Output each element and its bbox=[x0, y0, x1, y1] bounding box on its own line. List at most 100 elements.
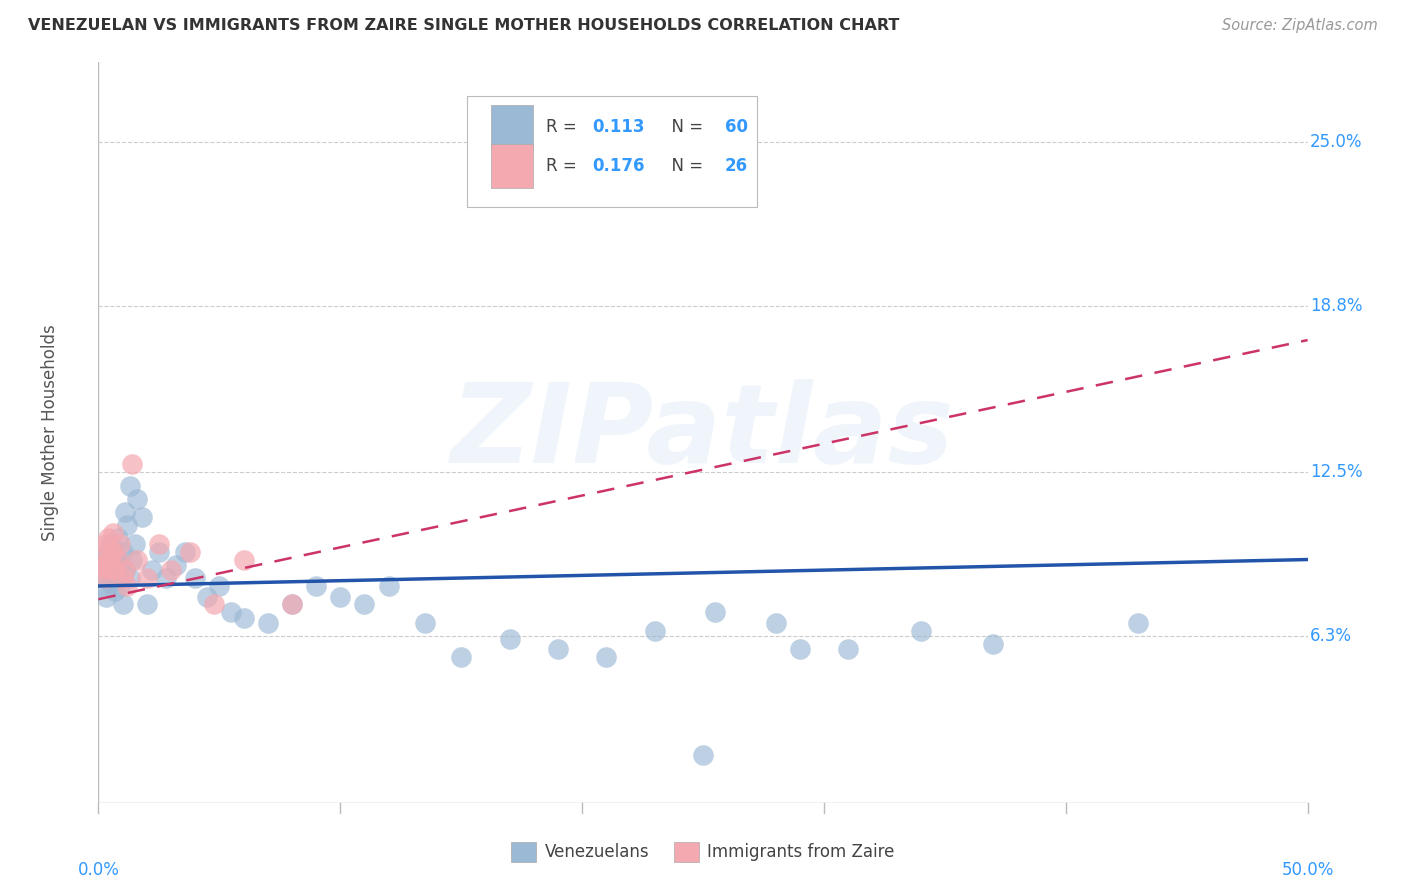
Point bbox=[184, 571, 207, 585]
Text: 0.0%: 0.0% bbox=[77, 861, 120, 879]
Point bbox=[704, 606, 727, 620]
Point bbox=[94, 549, 117, 564]
Point bbox=[118, 571, 141, 585]
Point bbox=[101, 552, 124, 566]
Point bbox=[97, 544, 120, 558]
Point bbox=[94, 571, 117, 585]
Point bbox=[104, 563, 127, 577]
Point bbox=[547, 642, 569, 657]
Point bbox=[281, 598, 304, 612]
Point bbox=[107, 566, 129, 580]
Point bbox=[91, 571, 114, 585]
Text: Single Mother Households: Single Mother Households bbox=[41, 325, 59, 541]
Point bbox=[232, 610, 254, 624]
Point bbox=[174, 544, 197, 558]
Point bbox=[94, 590, 117, 604]
Point bbox=[97, 532, 120, 546]
Point bbox=[148, 544, 170, 558]
Point bbox=[101, 526, 124, 541]
Point bbox=[281, 598, 304, 612]
Point bbox=[94, 536, 117, 550]
Text: 50.0%: 50.0% bbox=[1281, 861, 1334, 879]
Point bbox=[100, 563, 122, 577]
Point bbox=[981, 637, 1004, 651]
Point bbox=[155, 571, 177, 585]
Point bbox=[165, 558, 187, 572]
Point bbox=[90, 558, 112, 572]
Point bbox=[101, 568, 124, 582]
Point bbox=[100, 536, 122, 550]
Point bbox=[208, 579, 231, 593]
Point bbox=[104, 584, 127, 599]
Text: 6.3%: 6.3% bbox=[1310, 627, 1353, 645]
Point bbox=[131, 510, 153, 524]
Point bbox=[100, 544, 122, 558]
Text: 25.0%: 25.0% bbox=[1310, 133, 1362, 151]
Point bbox=[91, 558, 114, 572]
Text: N =: N = bbox=[661, 157, 709, 175]
Point bbox=[160, 563, 183, 577]
Point bbox=[124, 536, 146, 550]
Point bbox=[111, 571, 134, 585]
Text: Source: ZipAtlas.com: Source: ZipAtlas.com bbox=[1222, 18, 1378, 33]
Point bbox=[107, 532, 129, 546]
Point bbox=[256, 615, 278, 630]
Point bbox=[595, 650, 617, 665]
Point bbox=[837, 642, 859, 657]
Point bbox=[90, 579, 112, 593]
Text: 0.176: 0.176 bbox=[592, 157, 644, 175]
Point bbox=[498, 632, 520, 646]
Point bbox=[91, 544, 114, 558]
FancyBboxPatch shape bbox=[467, 95, 758, 207]
Text: N =: N = bbox=[661, 118, 709, 136]
Text: ZIPatlas: ZIPatlas bbox=[451, 379, 955, 486]
Point bbox=[221, 606, 243, 620]
Point bbox=[117, 579, 139, 593]
Point bbox=[111, 598, 134, 612]
Text: 26: 26 bbox=[724, 157, 748, 175]
Point bbox=[108, 558, 131, 572]
Legend: Venezuelans, Immigrants from Zaire: Venezuelans, Immigrants from Zaire bbox=[505, 835, 901, 869]
Point bbox=[121, 552, 143, 566]
Point bbox=[91, 563, 114, 577]
Point bbox=[450, 650, 472, 665]
Text: 12.5%: 12.5% bbox=[1310, 463, 1362, 482]
Point bbox=[135, 571, 157, 585]
Point bbox=[377, 579, 399, 593]
FancyBboxPatch shape bbox=[492, 145, 533, 188]
Point bbox=[108, 579, 131, 593]
Text: 60: 60 bbox=[724, 118, 748, 136]
Text: R =: R = bbox=[546, 157, 582, 175]
Point bbox=[232, 552, 254, 566]
Point bbox=[148, 536, 170, 550]
Point bbox=[104, 544, 127, 558]
Point bbox=[204, 598, 226, 612]
Point bbox=[413, 615, 436, 630]
Point bbox=[329, 590, 352, 604]
Point bbox=[789, 642, 811, 657]
Point bbox=[97, 563, 120, 577]
Point bbox=[765, 615, 787, 630]
Point bbox=[114, 563, 136, 577]
Point bbox=[114, 563, 136, 577]
Point bbox=[910, 624, 932, 638]
Point bbox=[118, 478, 141, 492]
Point bbox=[523, 187, 546, 202]
Point bbox=[127, 491, 149, 506]
Point bbox=[107, 552, 129, 566]
Point bbox=[121, 458, 143, 472]
Point bbox=[644, 624, 666, 638]
Point bbox=[100, 576, 122, 591]
Point bbox=[179, 544, 201, 558]
Point bbox=[141, 563, 163, 577]
Text: R =: R = bbox=[546, 118, 582, 136]
Point bbox=[117, 518, 139, 533]
Text: 18.8%: 18.8% bbox=[1310, 297, 1362, 315]
FancyBboxPatch shape bbox=[492, 105, 533, 149]
Point bbox=[195, 590, 218, 604]
Point bbox=[97, 552, 120, 566]
Point bbox=[692, 748, 714, 763]
Point bbox=[353, 598, 375, 612]
Text: 0.113: 0.113 bbox=[592, 118, 644, 136]
Point bbox=[101, 544, 124, 558]
